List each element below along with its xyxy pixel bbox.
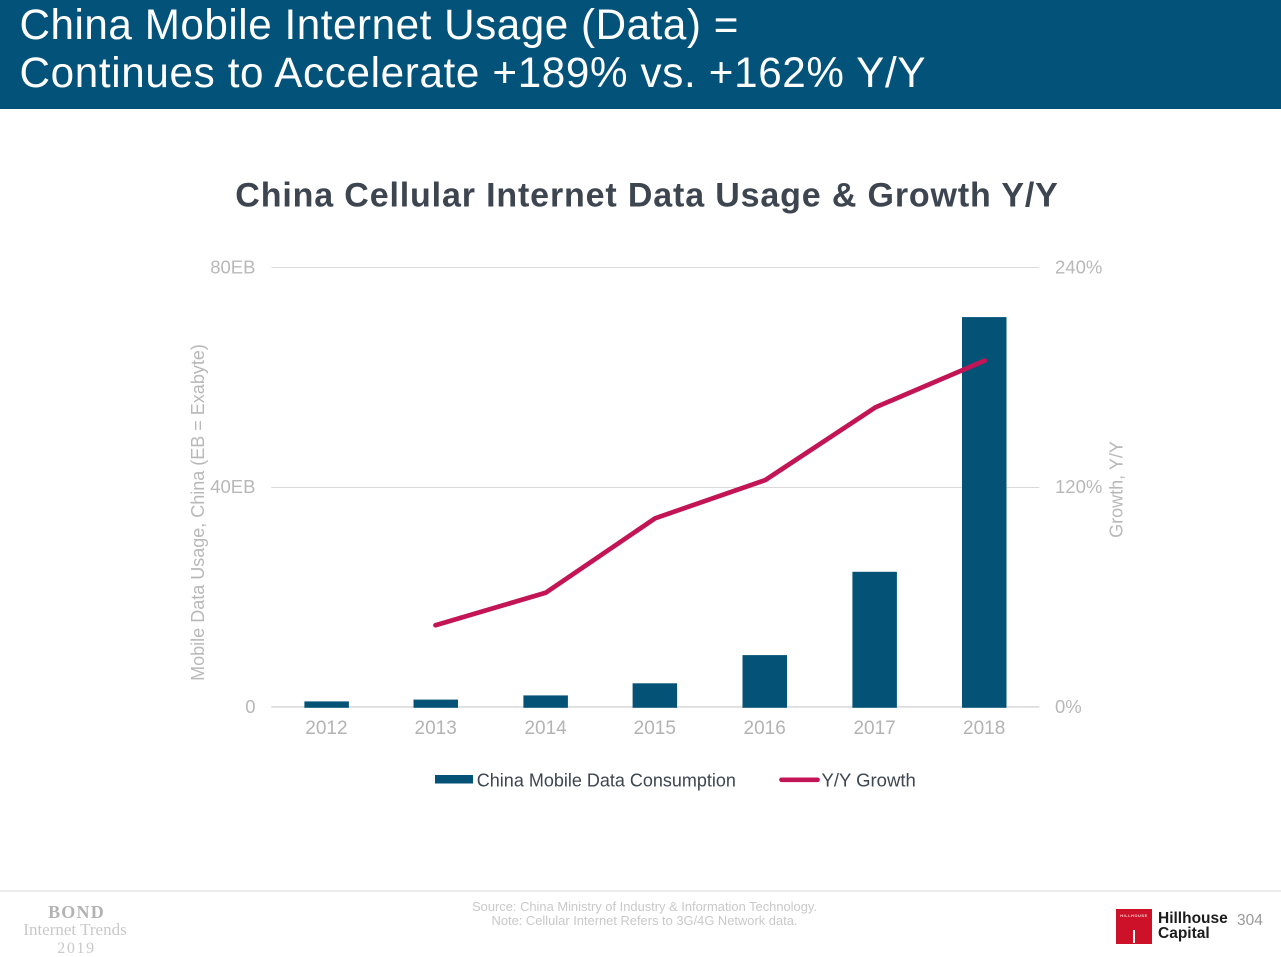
svg-text:40EB: 40EB — [210, 476, 255, 497]
svg-text:240%: 240% — [1055, 257, 1102, 278]
svg-text:0: 0 — [245, 696, 255, 717]
svg-text:0%: 0% — [1055, 696, 1082, 717]
svg-text:2017: 2017 — [853, 718, 895, 739]
svg-text:2012: 2012 — [305, 718, 347, 739]
svg-text:2016: 2016 — [744, 718, 786, 739]
svg-text:2015: 2015 — [634, 718, 676, 739]
svg-text:Growth, Y/Y: Growth, Y/Y — [1107, 441, 1127, 538]
svg-text:Mobile Data Usage, China (EB =: Mobile Data Usage, China (EB = Exabyte) — [188, 344, 208, 681]
svg-text:Y/Y Growth: Y/Y Growth — [822, 770, 916, 791]
svg-text:2018: 2018 — [963, 718, 1005, 739]
svg-text:80EB: 80EB — [210, 257, 255, 278]
svg-text:China Cellular Internet Data U: China Cellular Internet Data Usage & Gro… — [235, 177, 1058, 215]
svg-text:China Mobile Data Consumption: China Mobile Data Consumption — [477, 771, 736, 791]
svg-text:2013: 2013 — [415, 718, 457, 739]
svg-text:2014: 2014 — [524, 718, 567, 739]
svg-text:120%: 120% — [1055, 476, 1102, 497]
